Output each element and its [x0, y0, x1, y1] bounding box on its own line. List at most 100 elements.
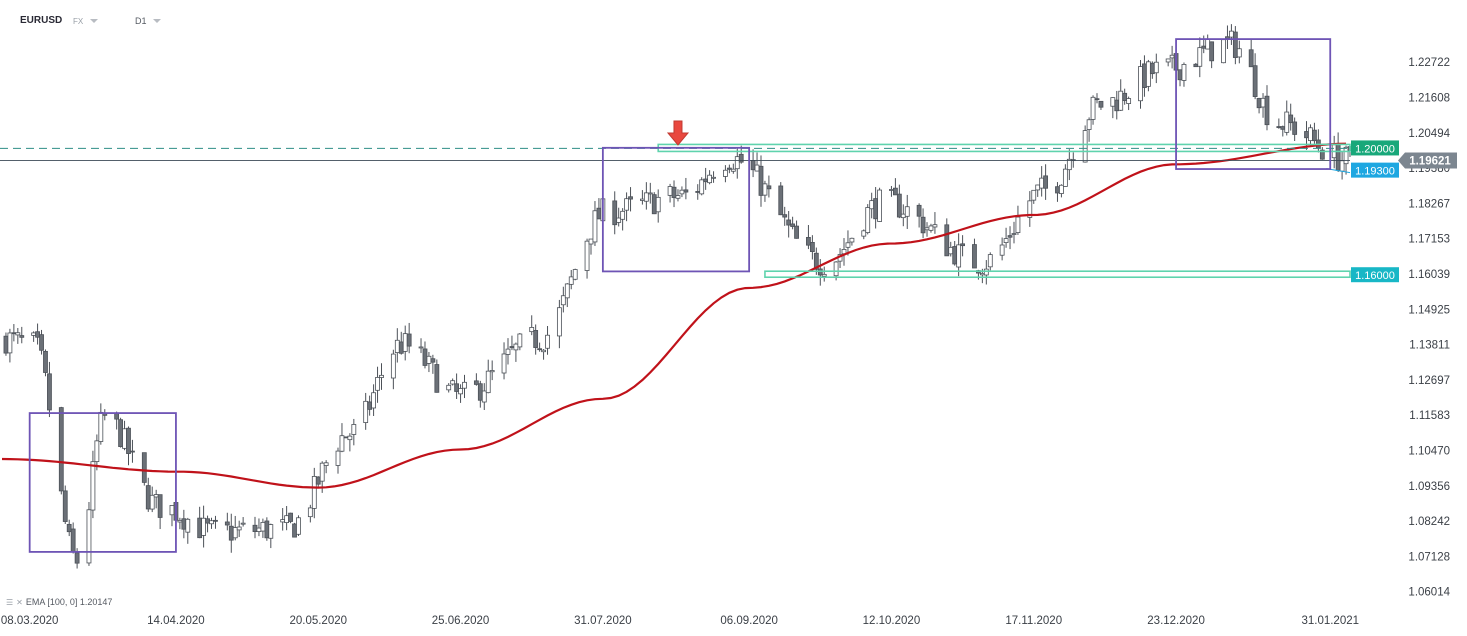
candle-up	[821, 273, 827, 277]
candle-up	[426, 355, 432, 364]
candle-down	[430, 358, 436, 363]
candle-up	[1181, 64, 1187, 81]
candle-up	[572, 269, 578, 280]
candle-up	[489, 370, 495, 373]
y-tick-label: 1.21608	[1408, 92, 1450, 104]
candle-up	[240, 522, 246, 525]
candle-up	[418, 346, 424, 349]
candle-down	[343, 436, 349, 439]
candle-down	[1094, 98, 1100, 101]
settings-icon[interactable]: ☰	[6, 598, 14, 607]
candle-up	[584, 240, 590, 271]
candle-up	[1015, 216, 1021, 234]
x-tick-label: 08.03.2020	[1, 615, 59, 627]
candle-up	[904, 206, 910, 217]
candle-up	[1197, 47, 1203, 67]
timeframe-label[interactable]: D1	[135, 16, 147, 26]
candle-up	[1260, 97, 1266, 108]
candle-up	[647, 192, 653, 195]
candle-down	[145, 485, 151, 510]
candle-up	[177, 520, 183, 523]
candle-down	[726, 167, 732, 170]
candle-up	[371, 392, 376, 409]
candle-up	[31, 332, 37, 336]
candle-up	[209, 520, 214, 525]
candle-up	[481, 390, 487, 403]
candle-up	[1027, 200, 1033, 218]
candle-up	[284, 515, 290, 523]
candle-up	[699, 179, 705, 195]
candle-down	[454, 383, 460, 392]
candle-down	[197, 517, 203, 539]
candle-down	[873, 198, 879, 220]
candle-down	[1055, 186, 1060, 194]
candle-down	[292, 523, 297, 538]
candle-down	[766, 185, 772, 190]
x-tick-label: 14.04.2020	[147, 615, 205, 627]
candle-down	[1335, 143, 1341, 171]
candle-up	[201, 517, 207, 536]
candle-up	[556, 307, 562, 337]
y-tick-label: 1.13811	[1409, 340, 1450, 352]
timeframe-dropdown-icon[interactable]	[153, 19, 161, 23]
market-label[interactable]: FX	[73, 17, 84, 26]
candle-down	[141, 452, 147, 483]
candle-up	[323, 462, 329, 466]
chart-header: EURUSD FX D1	[0, 0, 1467, 44]
candle-down	[628, 196, 633, 200]
candle-up	[707, 174, 713, 184]
candle-up	[900, 213, 906, 219]
candle-up	[94, 440, 100, 462]
y-tick-label: 1.07128	[1408, 551, 1450, 563]
candle-up	[169, 505, 175, 516]
candle-up	[1221, 39, 1226, 64]
x-tick-label: 23.12.2020	[1147, 615, 1205, 627]
candle-down	[118, 419, 123, 447]
level-tag-1-19300: 1.19300	[1355, 166, 1395, 178]
y-tick-label: 1.09356	[1408, 481, 1450, 493]
candle-down	[758, 165, 764, 196]
candle-down	[1177, 69, 1183, 81]
candle-down	[1280, 126, 1286, 130]
candle-up	[7, 332, 13, 354]
candle-up	[1035, 184, 1041, 191]
candle-down	[422, 348, 428, 366]
level-tag-1-20000-bg	[1351, 140, 1399, 156]
candle-down	[3, 335, 9, 354]
ema-line	[1, 142, 1347, 489]
candle-down	[288, 512, 293, 522]
ema-legend: ☰ ✕ EMA [100, 0] 1.20147	[6, 597, 112, 607]
candle-up	[1031, 189, 1037, 201]
y-tick-label: 1.16039	[1408, 269, 1450, 281]
candle-up	[643, 192, 649, 202]
y-tick-label: 1.18267	[1408, 198, 1450, 210]
candle-up	[845, 242, 851, 248]
candle-up	[588, 238, 594, 245]
candle-up	[347, 435, 353, 441]
candle-down	[205, 518, 210, 524]
y-tick-label: 1.11583	[1409, 410, 1450, 422]
candle-up	[390, 353, 396, 379]
symbol-label[interactable]: EURUSD	[20, 15, 63, 26]
candle-down	[66, 523, 72, 533]
candle-down	[70, 528, 76, 552]
candle-down	[58, 407, 64, 492]
highlight-box	[1175, 38, 1332, 170]
candle-up	[1236, 48, 1242, 58]
ema-legend-label: EMA [100, 0] 1.20147	[25, 597, 113, 607]
candle-up	[363, 400, 369, 423]
market-dropdown-icon[interactable]	[90, 19, 98, 23]
close-icon[interactable]: ✕	[16, 598, 23, 607]
candle-down	[806, 236, 811, 246]
candle-down	[813, 252, 819, 270]
y-tick-label: 1.22722	[1408, 57, 1450, 69]
candle-up	[1339, 160, 1345, 172]
candle-up	[1284, 111, 1290, 133]
x-tick-label: 25.06.2020	[432, 615, 490, 627]
candle-up	[620, 210, 626, 220]
candle-up	[987, 254, 993, 268]
candle-up	[655, 196, 661, 213]
candle-down	[703, 178, 709, 183]
candle-up	[833, 261, 839, 277]
